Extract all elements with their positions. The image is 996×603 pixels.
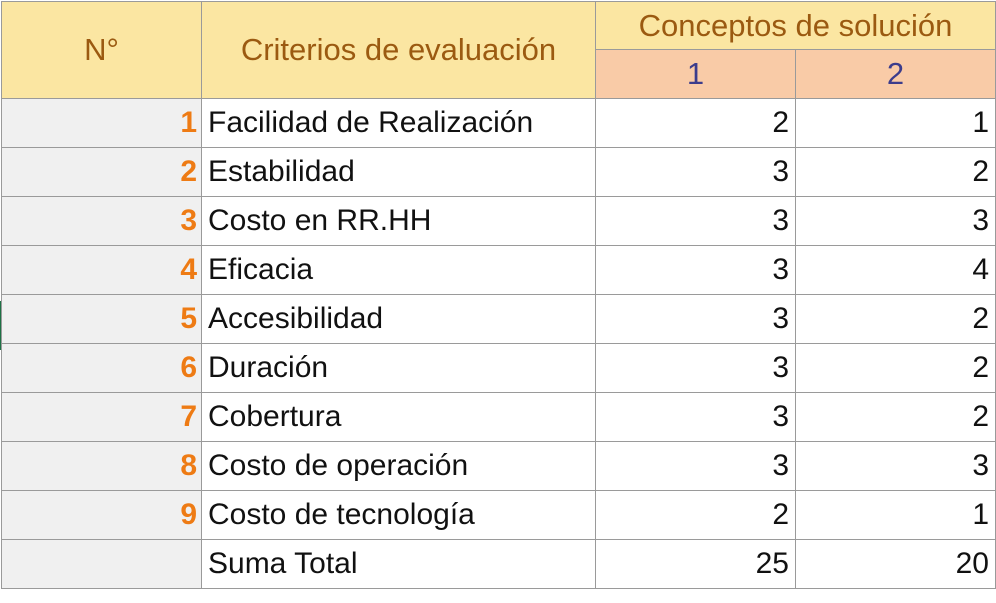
row-number-cell[interactable]: 3 (1, 196, 202, 246)
criterion-cell[interactable]: Facilidad de Realización (201, 98, 596, 148)
concept-1-score-cell[interactable]: 2 (595, 490, 796, 540)
row-number-cell[interactable]: 1 (1, 98, 202, 148)
criterion-cell[interactable]: Costo en RR.HH (201, 196, 596, 246)
table-row: 9 Costo de tecnología 2 1 (1, 490, 996, 540)
concept-2-total-cell[interactable]: 20 (795, 539, 996, 589)
criterion-cell[interactable]: Eficacia (201, 245, 596, 295)
header-criteria[interactable]: Criterios de evaluación (201, 1, 596, 99)
concept-1-score-cell[interactable]: 2 (595, 98, 796, 148)
concept-2-score-cell[interactable]: 1 (795, 490, 996, 540)
concept-2-score-cell[interactable]: 2 (795, 392, 996, 442)
total-row: Suma Total 25 20 (1, 539, 996, 589)
concept-1-score-cell[interactable]: 3 (595, 441, 796, 491)
row-number-cell[interactable]: 2 (1, 147, 202, 197)
table-row: 8 Costo de operación 3 3 (1, 441, 996, 491)
concept-2-score-cell[interactable]: 2 (795, 343, 996, 393)
concept-2-score-cell[interactable]: 2 (795, 294, 996, 344)
concept-2-score-cell[interactable]: 4 (795, 245, 996, 295)
row-number-cell[interactable]: 8 (1, 441, 202, 491)
concept-1-score-cell[interactable]: 3 (595, 294, 796, 344)
concept-1-score-cell[interactable]: 3 (595, 343, 796, 393)
concept-1-score-cell[interactable]: 3 (595, 392, 796, 442)
criterion-cell[interactable]: Duración (201, 343, 596, 393)
header-concepts[interactable]: Conceptos de solución (595, 1, 996, 50)
concept-2-score-cell[interactable]: 1 (795, 98, 996, 148)
row-number-cell[interactable]: 5 (1, 294, 202, 344)
concept-2-score-cell[interactable]: 2 (795, 147, 996, 197)
criterion-cell[interactable]: Costo de operación (201, 441, 596, 491)
header-number[interactable]: N° (1, 1, 202, 99)
table-row: 5 Accesibilidad 3 2 (1, 294, 996, 344)
criterion-cell[interactable]: Costo de tecnología (201, 490, 596, 540)
table-row: 6 Duración 3 2 (1, 343, 996, 393)
criterion-cell[interactable]: Estabilidad (201, 147, 596, 197)
table-row: 2 Estabilidad 3 2 (1, 147, 996, 197)
criterion-cell[interactable]: Cobertura (201, 392, 596, 442)
header-concept-2[interactable]: 2 (795, 49, 996, 99)
table-row: 4 Eficacia 3 4 (1, 245, 996, 295)
concept-2-score-cell[interactable]: 3 (795, 196, 996, 246)
criterion-cell[interactable]: Accesibilidad (201, 294, 596, 344)
table-row: 7 Cobertura 3 2 (1, 392, 996, 442)
table-row: 1 Facilidad de Realización 2 1 (1, 98, 996, 148)
total-label-cell[interactable]: Suma Total (201, 539, 596, 589)
concept-1-score-cell[interactable]: 3 (595, 147, 796, 197)
row-number-cell[interactable]: 6 (1, 343, 202, 393)
evaluation-table: N° Criterios de evaluación Conceptos de … (1, 1, 996, 589)
concept-1-score-cell[interactable]: 3 (595, 245, 796, 295)
row-number-cell[interactable]: 9 (1, 490, 202, 540)
row-number-cell[interactable]: 4 (1, 245, 202, 295)
table-row: 3 Costo en RR.HH 3 3 (1, 196, 996, 246)
row-number-cell[interactable]: 7 (1, 392, 202, 442)
concept-1-score-cell[interactable]: 3 (595, 196, 796, 246)
header-concept-1[interactable]: 1 (595, 49, 796, 99)
concept-1-total-cell[interactable]: 25 (595, 539, 796, 589)
empty-number-cell[interactable] (1, 539, 202, 589)
concept-2-score-cell[interactable]: 3 (795, 441, 996, 491)
